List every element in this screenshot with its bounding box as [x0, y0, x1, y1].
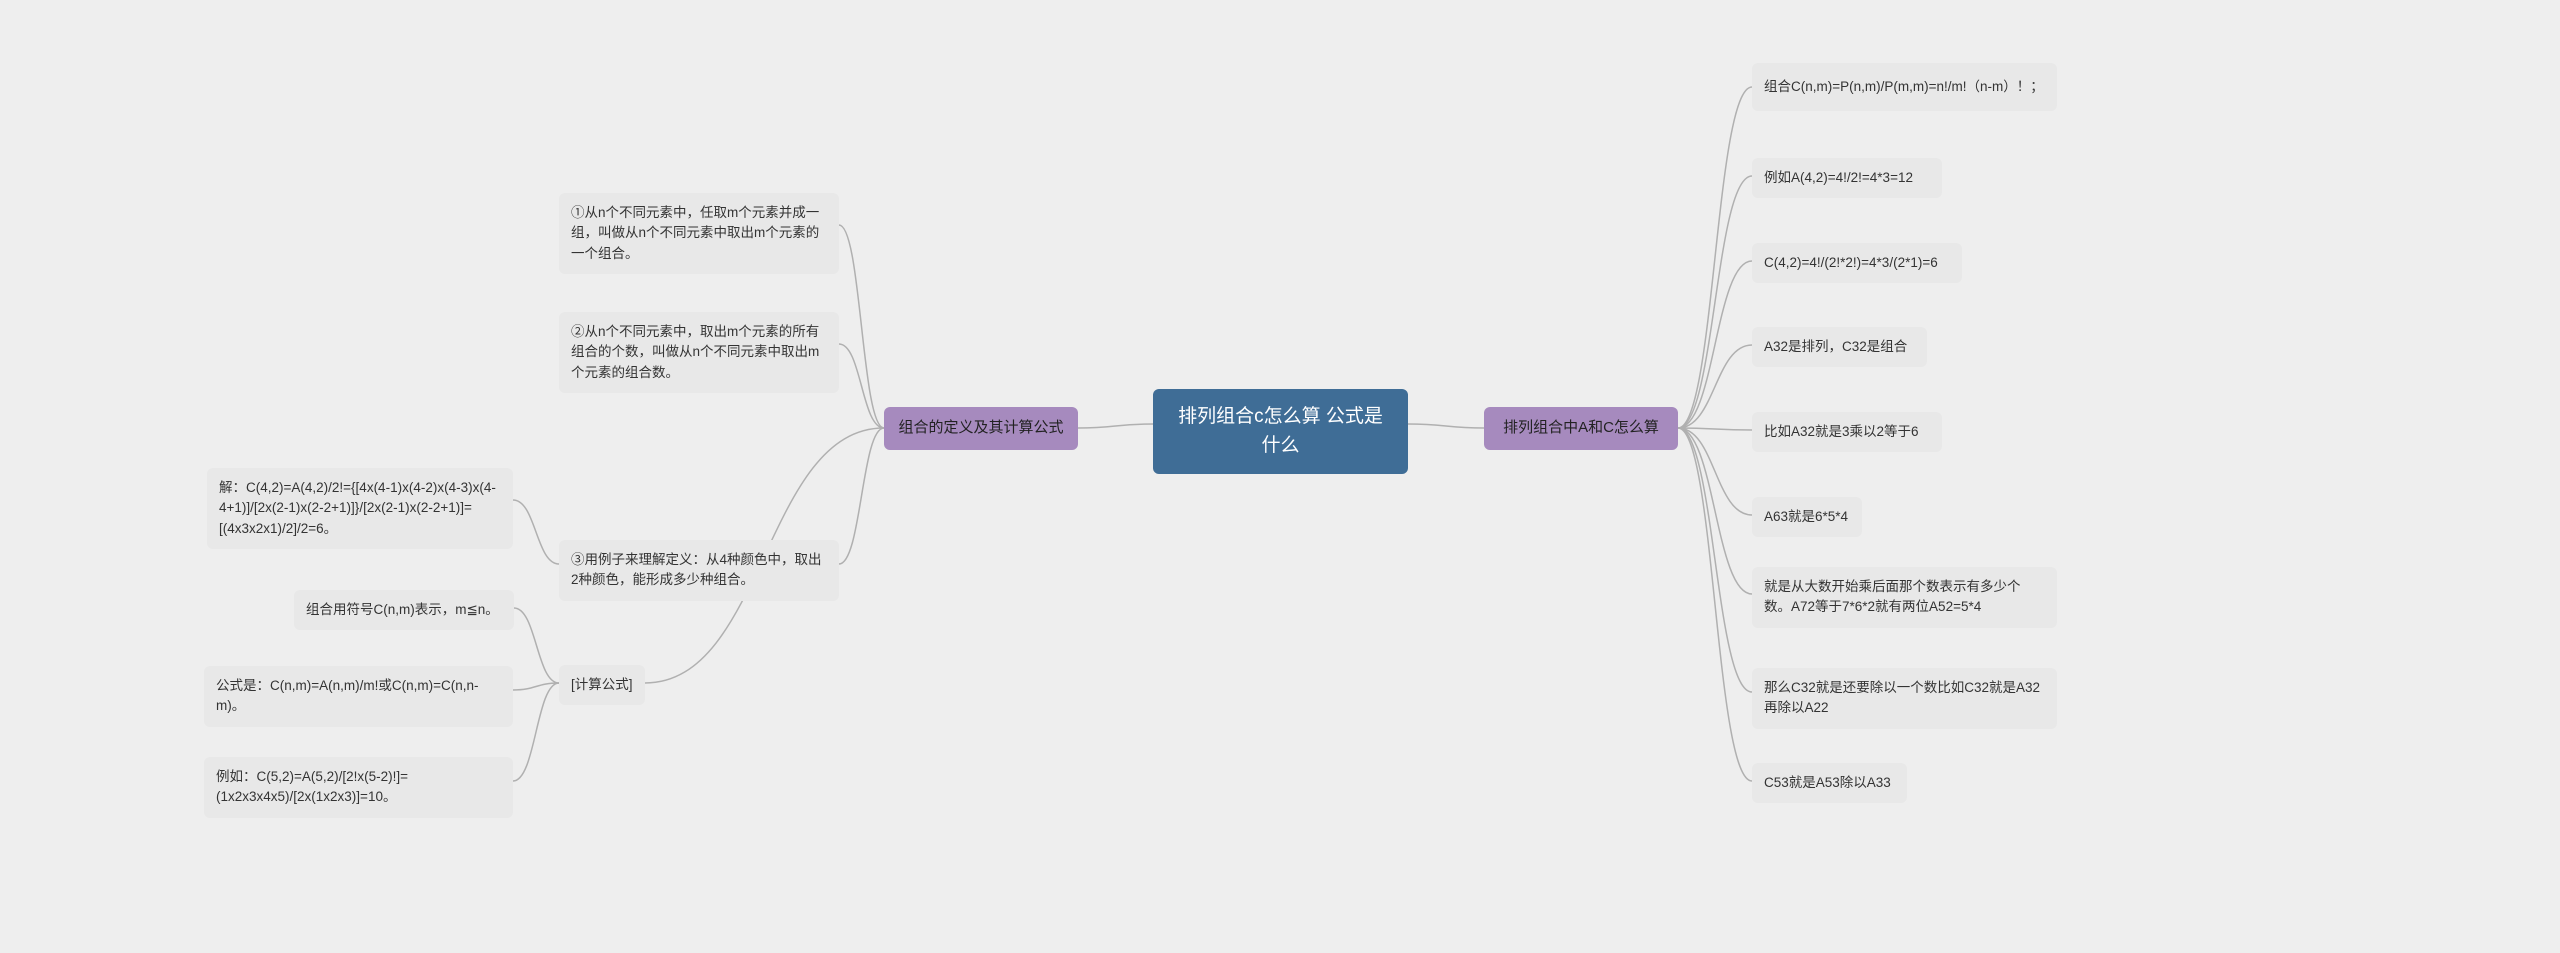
left-node-0: ①从n个不同元素中，任取m个元素并成一组，叫做从n个不同元素中取出m个元素的一个…	[559, 193, 839, 274]
right-node-5: A63就是6*5*4	[1752, 497, 1862, 537]
right-node-2: C(4,2)=4!/(2!*2!)=4*3/(2*1)=6	[1752, 243, 1962, 283]
left-node-1: ②从n个不同元素中，取出m个元素的所有组合的个数，叫做从n个不同元素中取出m个元…	[559, 312, 839, 393]
right-node-7: 那么C32就是还要除以一个数比如C32就是A32再除以A22	[1752, 668, 2057, 729]
left-formula-0: 组合用符号C(n,m)表示，m≦n。	[294, 590, 514, 630]
left-sub3-0: 解：C(4,2)=A(4,2)/2!={[4x(4-1)x(4-2)x(4-3)…	[207, 468, 513, 549]
mindmap-root: 排列组合c怎么算 公式是什么	[1153, 389, 1408, 474]
branch-left: 组合的定义及其计算公式	[884, 407, 1078, 450]
right-node-3: A32是排列，C32是组合	[1752, 327, 1927, 367]
right-node-8: C53就是A53除以A33	[1752, 763, 1907, 803]
branch-right: 排列组合中A和C怎么算	[1484, 407, 1678, 450]
right-node-4: 比如A32就是3乘以2等于6	[1752, 412, 1942, 452]
left-formula-1: 公式是：C(n,m)=A(n,m)/m!或C(n,m)=C(n,n-m)。	[204, 666, 513, 727]
right-node-6: 就是从大数开始乘后面那个数表示有多少个数。A72等于7*6*2就有两位A52=5…	[1752, 567, 2057, 628]
left-formula-2: 例如：C(5,2)=A(5,2)/[2!x(5-2)!]=(1x2x3x4x5)…	[204, 757, 513, 818]
left-node-3: [计算公式]	[559, 665, 645, 705]
right-node-1: 例如A(4,2)=4!/2!=4*3=12	[1752, 158, 1942, 198]
right-node-0: 组合C(n,m)=P(n,m)/P(m,m)=n!/m!（n-m）！；	[1752, 63, 2057, 111]
left-node-2: ③用例子来理解定义：从4种颜色中，取出2种颜色，能形成多少种组合。	[559, 540, 839, 601]
